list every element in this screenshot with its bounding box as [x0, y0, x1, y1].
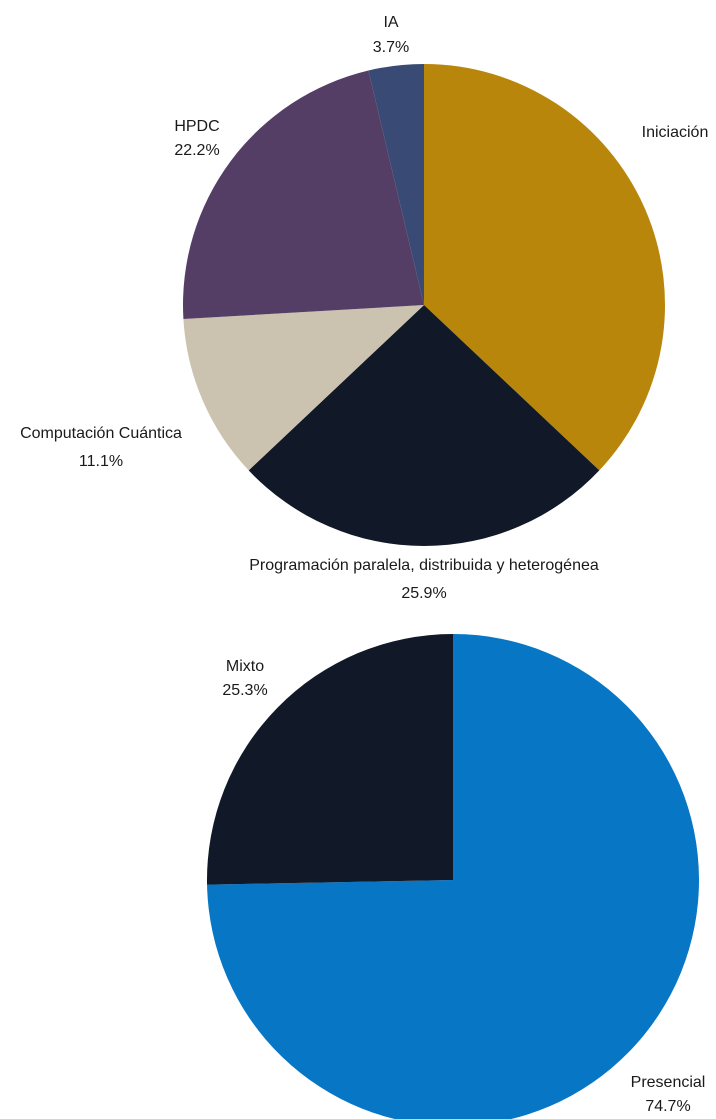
label-iniciacion: Iniciación [642, 124, 709, 141]
percent-mixto: 25.3% [222, 682, 267, 699]
slice-computacion-cuantica [183, 305, 424, 471]
label-computacion-cuantica: Computación Cuántica [20, 425, 182, 442]
modality-pie: Presencial 74.7% Mixto 25.3% [206, 634, 706, 1119]
percent-programacion-paralela-distribuida-y-heterogenea: 25.9% [401, 585, 446, 602]
percent-computacion-cuantica: 11.1% [79, 453, 123, 470]
slice-mixto [206, 634, 453, 885]
label-programacion-paralela-distribuida-y-heterogenea: Programación paralela, distribuida y het… [249, 557, 599, 574]
topics-pie: Iniciación Programación paralela, distrib… [20, 14, 708, 602]
percent-hpdc: 22.2% [174, 142, 219, 159]
label-mixto: Mixto [226, 658, 264, 675]
label-ia: IA [383, 14, 398, 31]
percent-ia: 3.7% [373, 39, 409, 56]
slice-iniciacion [424, 64, 665, 471]
slice-ia [368, 64, 424, 305]
slice-programacion-paralela-distribuida-y-heterogenea [248, 305, 600, 546]
slice-presencial [207, 634, 699, 1119]
label-presencial: Presencial [631, 1074, 706, 1091]
percent-presencial: 74.7% [645, 1098, 690, 1115]
slice-hpdc [183, 70, 424, 320]
label-hpdc: HPDC [174, 118, 219, 135]
